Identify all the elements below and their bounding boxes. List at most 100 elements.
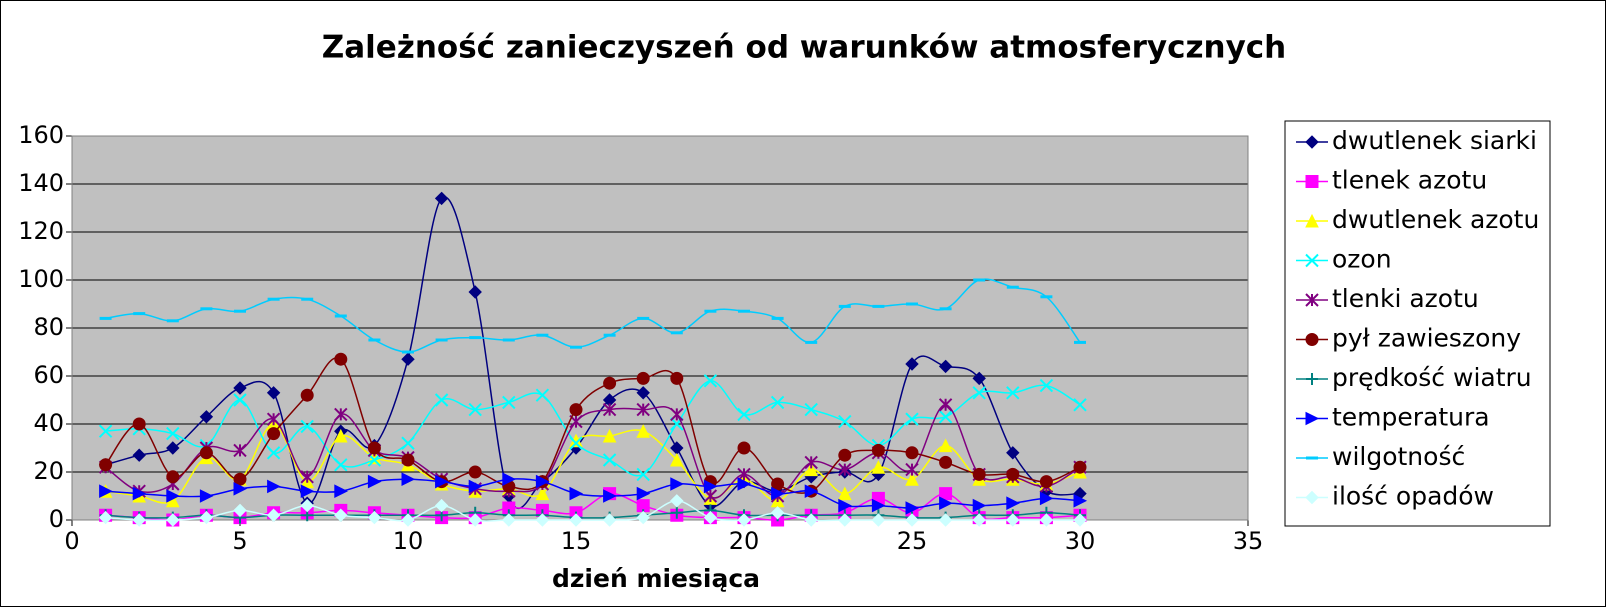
data-point <box>905 357 919 371</box>
data-point <box>636 371 650 385</box>
data-point <box>266 508 281 522</box>
data-point <box>166 513 180 527</box>
data-point <box>838 448 852 462</box>
data-point <box>434 191 449 206</box>
data-point <box>737 513 751 527</box>
y-tick-label: 0 <box>49 505 64 533</box>
data-point <box>939 455 953 469</box>
data-point <box>636 467 650 482</box>
data-point <box>905 412 919 426</box>
data-point <box>972 386 986 400</box>
data-point <box>569 436 583 450</box>
data-point <box>972 467 986 481</box>
data-point <box>334 352 348 366</box>
data-point <box>266 386 281 400</box>
legend-marker <box>1306 373 1318 385</box>
plot-border <box>71 135 1249 521</box>
data-point <box>804 484 819 499</box>
legend-label: ozon <box>1332 245 1392 274</box>
x-tick-label: 20 <box>729 527 760 555</box>
data-point <box>468 285 482 299</box>
data-point <box>166 470 180 484</box>
data-point <box>636 402 650 417</box>
data-point <box>1039 475 1053 489</box>
legend <box>1284 120 1551 527</box>
data-point <box>1006 386 1020 400</box>
legend-marker <box>1305 490 1319 505</box>
data-point <box>334 458 348 472</box>
data-point <box>938 438 953 453</box>
data-point <box>771 486 785 501</box>
data-point <box>804 402 818 417</box>
legend-label: pył zawieszony <box>1332 324 1521 353</box>
data-point <box>602 402 617 417</box>
legend-label: dwutlenek azotu <box>1332 205 1539 234</box>
x-tick-label: 30 <box>1065 527 1096 555</box>
data-point <box>468 513 482 527</box>
data-point <box>871 460 886 474</box>
legend-marker <box>1305 175 1319 188</box>
legend-marker <box>1305 293 1319 307</box>
data-point <box>98 510 113 525</box>
data-point <box>166 489 180 503</box>
data-point <box>434 393 449 407</box>
data-point <box>1006 513 1020 527</box>
data-point <box>401 513 415 527</box>
data-point <box>300 419 314 434</box>
data-point <box>804 455 818 470</box>
legend-label: tlenki azotu <box>1332 284 1479 313</box>
data-point <box>468 465 482 479</box>
data-point <box>132 513 146 527</box>
data-point <box>300 484 315 499</box>
y-tick-label: 60 <box>33 361 64 389</box>
data-point <box>670 494 684 508</box>
data-point <box>670 407 684 422</box>
data-point <box>132 448 146 462</box>
data-point <box>535 388 550 402</box>
data-point <box>905 462 919 477</box>
data-point <box>770 506 785 520</box>
data-point <box>502 472 516 487</box>
data-point <box>972 513 986 527</box>
data-point <box>1039 378 1054 393</box>
data-point <box>502 501 516 515</box>
data-point <box>266 412 281 426</box>
y-tick-label: 120 <box>18 217 64 245</box>
x-tick-label: 35 <box>1233 527 1264 555</box>
data-point <box>838 414 852 429</box>
data-point <box>837 486 852 501</box>
legend-label: prędkość wiatru <box>1332 363 1532 392</box>
y-tick-label: 40 <box>33 409 64 437</box>
data-point <box>334 508 348 522</box>
data-point <box>468 402 482 417</box>
data-point <box>367 510 382 525</box>
data-point <box>401 472 416 487</box>
data-point <box>569 403 583 417</box>
x-tick-label: 10 <box>393 527 424 555</box>
data-point <box>401 436 415 450</box>
legend-marker <box>1305 411 1320 426</box>
data-point <box>636 424 651 438</box>
data-point <box>98 424 113 438</box>
data-point <box>670 371 684 385</box>
x-tick-label: 5 <box>232 527 247 555</box>
data-point <box>804 462 819 477</box>
data-point <box>737 477 752 491</box>
data-point <box>871 498 886 513</box>
data-point <box>99 458 113 472</box>
data-point <box>132 486 147 501</box>
data-point <box>669 452 684 467</box>
legend-label: dwutlenek siarki <box>1332 126 1537 155</box>
y-tick-label: 80 <box>33 313 64 341</box>
data-point <box>737 407 751 422</box>
data-point <box>771 477 785 491</box>
chart-title: Zależność zanieczyszeń od warunków atmos… <box>322 30 1286 66</box>
data-point <box>367 474 382 489</box>
data-point <box>233 393 247 407</box>
data-point <box>132 417 146 431</box>
data-point <box>300 470 314 484</box>
data-point <box>838 498 852 513</box>
data-point <box>535 486 550 501</box>
data-point <box>804 513 818 527</box>
data-point <box>334 407 348 422</box>
